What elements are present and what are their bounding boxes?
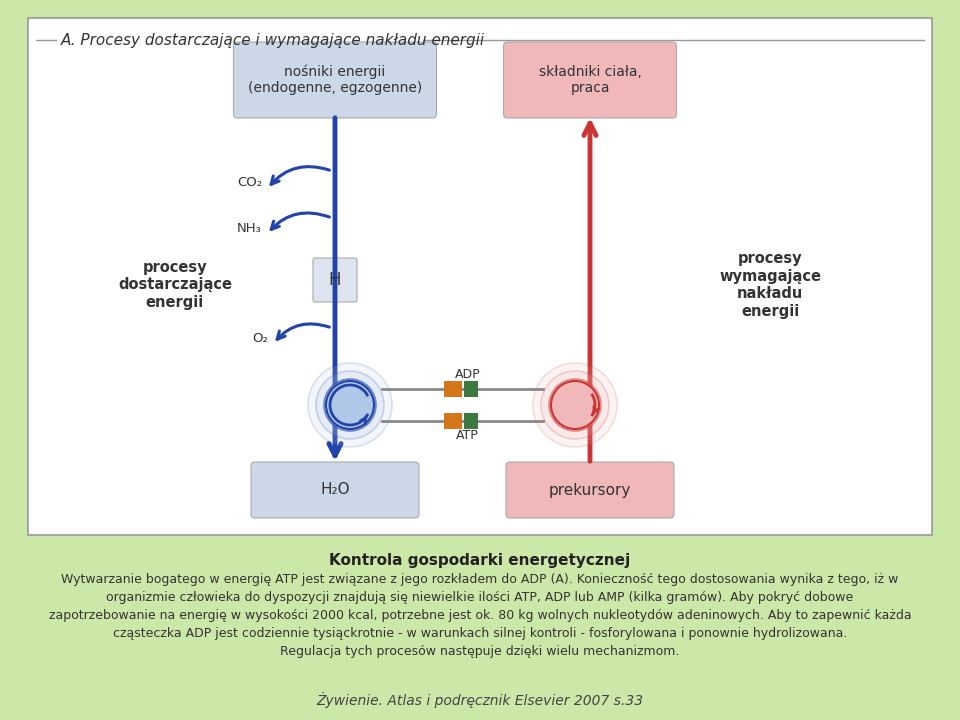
Text: ADP: ADP [455, 368, 480, 381]
Text: organizmie człowieka do dyspozycji znajdują się niewielkie ilości ATP, ADP lub A: organizmie człowieka do dyspozycji znajd… [107, 590, 853, 603]
Text: Regulacja tych procesów następuje dzięki wielu mechanizmom.: Regulacja tych procesów następuje dzięki… [280, 644, 680, 657]
Circle shape [316, 371, 384, 439]
Text: ATP: ATP [456, 429, 479, 442]
Text: cząsteczka ADP jest codziennie tysiąckrotnie - w warunkach silnej kontroli - fos: cząsteczka ADP jest codziennie tysiąckro… [113, 626, 847, 639]
Text: CO₂: CO₂ [237, 176, 262, 189]
FancyBboxPatch shape [444, 381, 462, 397]
Text: Żywienie. Atlas i podręcznik Elsevier 2007 s.33: Żywienie. Atlas i podręcznik Elsevier 20… [317, 692, 643, 708]
Circle shape [549, 379, 601, 431]
FancyBboxPatch shape [464, 381, 477, 397]
Text: nośniki energii
(endogenne, egzogenne): nośniki energii (endogenne, egzogenne) [248, 65, 422, 95]
FancyBboxPatch shape [464, 413, 477, 429]
Text: H₂O: H₂O [321, 482, 349, 498]
Circle shape [541, 371, 609, 439]
Text: NH₃: NH₃ [237, 222, 262, 235]
FancyBboxPatch shape [251, 462, 419, 518]
Text: składniki ciała,
praca: składniki ciała, praca [539, 65, 641, 95]
Circle shape [324, 379, 376, 431]
FancyBboxPatch shape [506, 462, 674, 518]
Circle shape [551, 381, 599, 429]
Text: prekursory: prekursory [549, 482, 631, 498]
Circle shape [308, 363, 392, 447]
Circle shape [326, 381, 374, 429]
Text: O₂: O₂ [252, 331, 268, 344]
Text: H: H [328, 271, 341, 289]
FancyBboxPatch shape [233, 42, 437, 118]
Text: Kontrola gospodarki energetycznej: Kontrola gospodarki energetycznej [329, 554, 631, 569]
Text: procesy
dostarczające
energii: procesy dostarczające energii [118, 260, 232, 310]
FancyBboxPatch shape [444, 413, 462, 429]
Text: procesy
wymagające
nakładu
energii: procesy wymagające nakładu energii [719, 251, 821, 318]
Text: Wytwarzanie bogatego w energię ATP jest związane z jego rozkładem do ADP (A). Ko: Wytwarzanie bogatego w energię ATP jest … [61, 572, 899, 585]
Text: A. Procesy dostarczające i wymagające nakładu energii: A. Procesy dostarczające i wymagające na… [61, 32, 485, 48]
FancyBboxPatch shape [28, 18, 932, 535]
Text: zapotrzebowanie na energię w wysokości 2000 kcal, potrzebne jest ok. 80 kg wolny: zapotrzebowanie na energię w wysokości 2… [49, 608, 911, 621]
Circle shape [533, 363, 617, 447]
FancyBboxPatch shape [503, 42, 677, 118]
FancyBboxPatch shape [313, 258, 357, 302]
